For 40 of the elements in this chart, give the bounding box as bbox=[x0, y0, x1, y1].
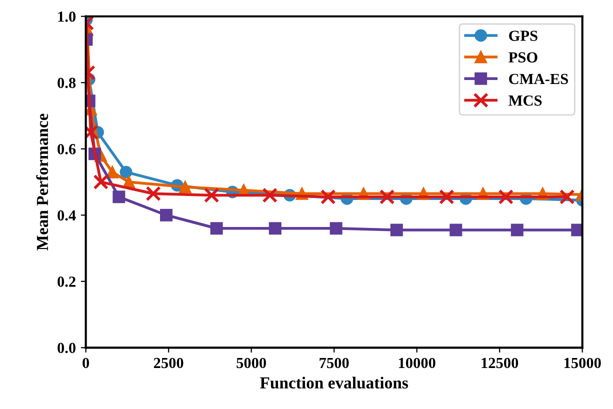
x-tick-label: 7500 bbox=[320, 358, 349, 368]
x-tick-label: 0 bbox=[82, 358, 90, 368]
point bbox=[268, 222, 282, 235]
x-tick-label: 12500 bbox=[482, 358, 518, 368]
x-tick-label: 5000 bbox=[236, 358, 266, 368]
y-tick-label: 1.0 bbox=[58, 12, 76, 22]
x-tick-label: 10000 bbox=[398, 358, 436, 368]
y-tick-label: 0.4 bbox=[58, 210, 76, 221]
point bbox=[450, 224, 462, 236]
point bbox=[320, 189, 336, 205]
legend-label: GPS bbox=[509, 30, 538, 41]
x-tick-label: 15000 bbox=[564, 358, 601, 368]
point bbox=[379, 189, 395, 205]
point bbox=[571, 224, 582, 236]
y-axis-title: Mean Performance bbox=[36, 114, 48, 250]
y-tick-label: 0.0 bbox=[58, 342, 76, 354]
point bbox=[559, 189, 575, 205]
x-tick-label: 2500 bbox=[154, 358, 184, 368]
point bbox=[510, 224, 524, 236]
point bbox=[390, 224, 403, 236]
point bbox=[204, 188, 220, 203]
legend-label: CMA-ES bbox=[509, 74, 568, 84]
y-tick-label: 0.8 bbox=[58, 78, 76, 88]
point bbox=[160, 208, 173, 222]
y-tick-label: 0.2 bbox=[58, 276, 76, 287]
y-tick-label: 0.6 bbox=[58, 144, 76, 154]
legend-label: MCS bbox=[508, 95, 542, 106]
point bbox=[262, 188, 278, 203]
point bbox=[93, 174, 109, 190]
point bbox=[146, 186, 161, 202]
point bbox=[120, 166, 132, 178]
point bbox=[498, 189, 514, 205]
legend-label: PSO bbox=[508, 52, 538, 63]
point bbox=[178, 180, 192, 194]
point bbox=[438, 189, 454, 205]
x-axis-title: Function evaluations bbox=[260, 376, 408, 389]
point bbox=[330, 222, 342, 235]
point bbox=[112, 190, 126, 204]
point bbox=[106, 166, 119, 178]
point bbox=[210, 222, 223, 235]
